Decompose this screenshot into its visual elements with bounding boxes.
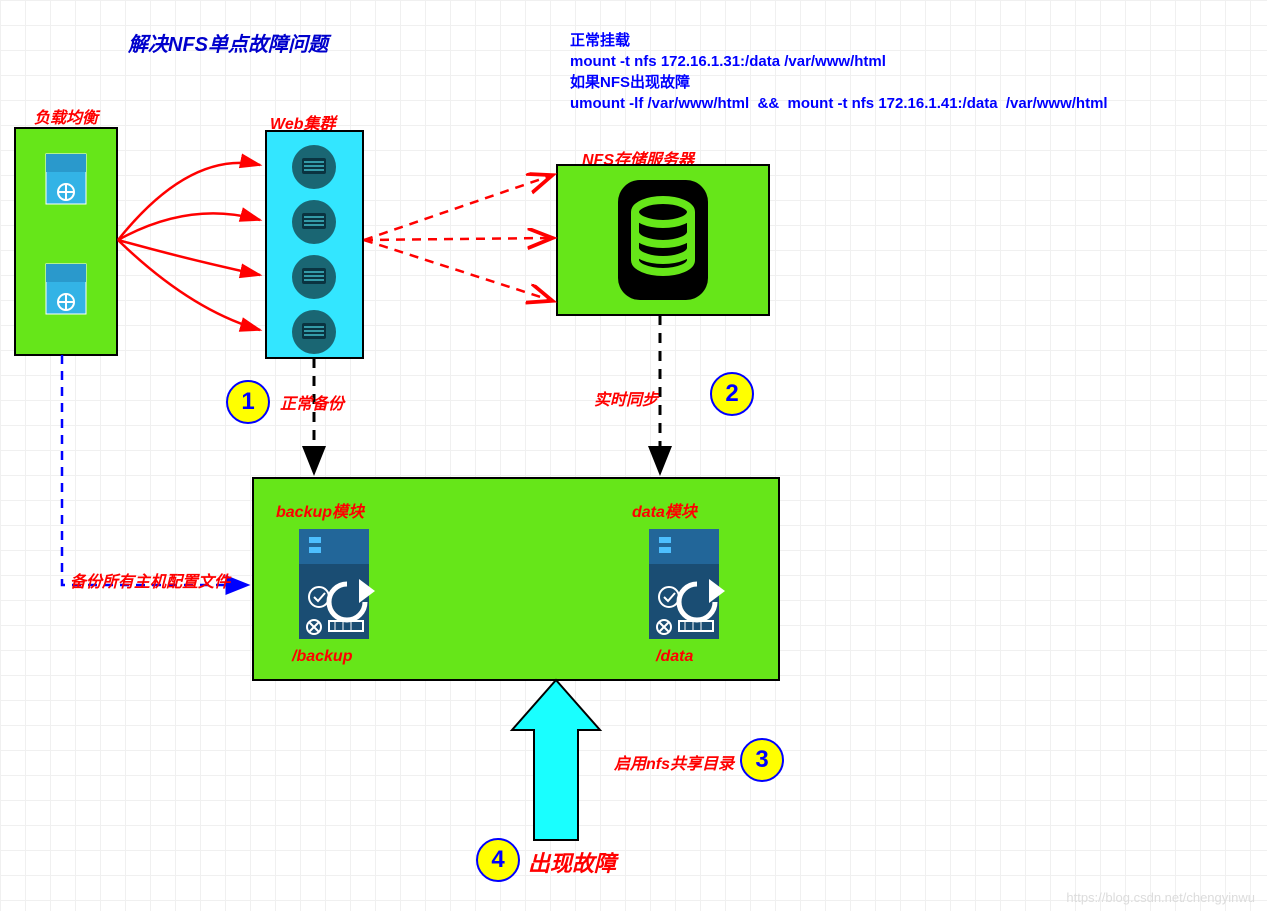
connectors [0, 0, 1267, 911]
step-1-circle: 1 [226, 380, 270, 424]
backup-config-label: 备份所有主机配置文件 [70, 568, 230, 592]
step-4-label: 出现故障 [528, 846, 616, 878]
data-path-label: /data [656, 648, 693, 666]
watermark: https://blog.csdn.net/chengyinwu [1066, 890, 1255, 905]
failure-arrow [512, 680, 600, 840]
mount-instructions: 正常挂载 mount -t nfs 172.16.1.31:/data /var… [570, 30, 1108, 114]
step-3-label: 启用nfs共享目录 [614, 750, 734, 774]
step-2-label: 实时同步 [594, 386, 658, 410]
step-1-label: 正常备份 [280, 390, 344, 414]
nfs-box [556, 164, 770, 316]
diagram-title: 解决NFS单点故障问题 [128, 28, 328, 57]
step-4-circle: 4 [476, 838, 520, 882]
step-2-circle: 2 [710, 372, 754, 416]
database-icon [558, 166, 768, 314]
web-cluster-box [265, 130, 364, 359]
step-3-circle: 3 [740, 738, 784, 782]
lb-box [14, 127, 118, 356]
lb-icons [16, 129, 116, 354]
data-module-label: data模块 [632, 498, 697, 522]
web-server-icons [267, 132, 362, 357]
step-3-num: 3 [755, 746, 768, 774]
backup-module-label: backup模块 [276, 498, 364, 522]
backup-path-label: /backup [292, 648, 352, 666]
step-4-num: 4 [491, 846, 504, 874]
lb-label: 负载均衡 [34, 104, 98, 128]
step-2-num: 2 [725, 380, 738, 408]
step-1-num: 1 [241, 388, 254, 416]
